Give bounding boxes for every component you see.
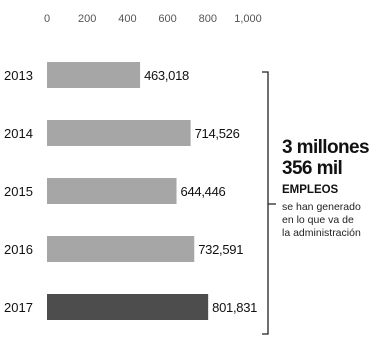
category-label: 2016 [4, 242, 33, 257]
callout-bracket [262, 71, 276, 335]
callout-headline-line1: 3 millones [282, 137, 370, 158]
category-label: 2015 [4, 184, 33, 199]
value-label: 463,018 [144, 68, 189, 83]
callout-headline-line2: 356 mil [282, 158, 343, 179]
x-tick-label: 1,000 [234, 13, 262, 25]
value-label: 801,831 [212, 300, 257, 315]
bar-2017 [47, 294, 209, 320]
callout-desc-line2: en lo que va de [282, 214, 354, 226]
callout-desc-line3: la administración [282, 227, 361, 239]
value-label: 714,526 [195, 126, 240, 141]
x-tick-label: 0 [44, 13, 50, 25]
x-tick-label: 200 [78, 13, 96, 25]
callout-desc-line1: se han generado [282, 201, 361, 213]
x-tick-label: 400 [118, 13, 136, 25]
category-label: 2013 [4, 68, 33, 83]
bar-2016 [47, 236, 195, 262]
value-labels: 463,018 714,526 644,446 732,591 801,831 [144, 68, 257, 315]
x-tick-label: 800 [199, 13, 217, 25]
x-axis-ticks: 0 200 400 600 800 1,000 [44, 13, 262, 25]
value-label: 732,591 [198, 242, 243, 257]
callout-label: EMPLEOS [282, 184, 339, 196]
category-label: 2014 [4, 126, 33, 141]
bars [47, 62, 209, 320]
category-label: 2017 [4, 300, 33, 315]
bar-2015 [47, 178, 177, 204]
callout-description: se han generado en lo que va de la admin… [282, 201, 378, 240]
category-labels: 2013 2014 2015 2016 2017 [4, 68, 33, 315]
bar-2013 [47, 62, 141, 88]
value-label: 644,446 [181, 184, 226, 199]
x-tick-label: 600 [158, 13, 176, 25]
employment-callout: 3 millones 356 mil EMPLEOS se han genera… [282, 137, 378, 240]
bar-2014 [47, 120, 191, 146]
